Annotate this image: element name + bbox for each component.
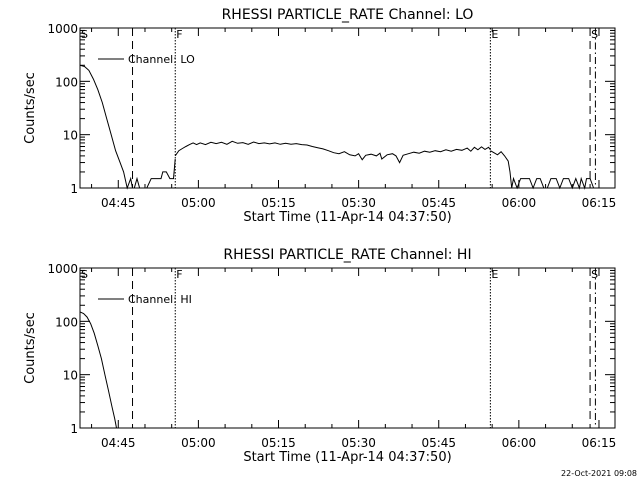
x-tick-label: 05:15	[261, 436, 296, 450]
x-tick-label: 04:45	[101, 196, 136, 210]
event-marker-label: E	[491, 268, 498, 281]
x-tick-label: 05:30	[341, 196, 376, 210]
y-tick-label: 100	[55, 315, 78, 329]
x-tick-label: 06:00	[502, 436, 537, 450]
x-tick-label: 05:45	[421, 436, 456, 450]
x-tick-label: 04:45	[101, 436, 136, 450]
chart-title: RHESSI PARTICLE_RATE Channel: LO	[222, 7, 474, 23]
legend-entry: Channel: HI	[128, 293, 192, 306]
event-marker-label: F	[176, 28, 182, 41]
series-line	[79, 311, 117, 429]
x-tick-label: 05:15	[261, 196, 296, 210]
x-tick-label: 06:00	[502, 196, 537, 210]
x-tick-label: 05:00	[181, 196, 216, 210]
event-marker-label: S	[81, 28, 88, 41]
legend-entry: Channel: LO	[128, 53, 195, 66]
x-tick-label: 05:00	[181, 436, 216, 450]
series-line	[79, 64, 176, 190]
chart-title: RHESSI PARTICLE_RATE Channel: HI	[223, 247, 471, 263]
series-line	[490, 150, 595, 190]
y-tick-label: 10	[63, 129, 78, 143]
y-tick-label: 100	[55, 75, 78, 89]
y-tick-label: 10	[63, 369, 78, 383]
series-line	[174, 140, 491, 164]
x-tick-label: 05:30	[341, 436, 376, 450]
y-tick-label: 1000	[47, 262, 78, 276]
y-tick-label: 1	[70, 422, 78, 436]
y-tick-label: 1000	[47, 22, 78, 36]
x-tick-label: 05:45	[421, 196, 456, 210]
event-marker-label: F	[176, 268, 182, 281]
x-axis-title: Start Time (11-Apr-14 04:37:50)	[243, 210, 451, 225]
event-marker-label: E	[491, 28, 498, 41]
y-tick-label: 1	[70, 182, 78, 196]
event-marker-label: S	[591, 28, 598, 41]
event-marker-label: S	[81, 268, 88, 281]
y-axis-title: Counts/sec	[23, 72, 38, 144]
x-tick-label: 06:15	[582, 196, 617, 210]
x-axis-title: Start Time (11-Apr-14 04:37:50)	[243, 450, 451, 465]
x-tick-label: 06:15	[582, 436, 617, 450]
event-marker-label: S	[591, 268, 598, 281]
generation-timestamp: 22-Oct-2021 09:08	[561, 469, 637, 478]
y-axis-title: Counts/sec	[23, 312, 38, 384]
